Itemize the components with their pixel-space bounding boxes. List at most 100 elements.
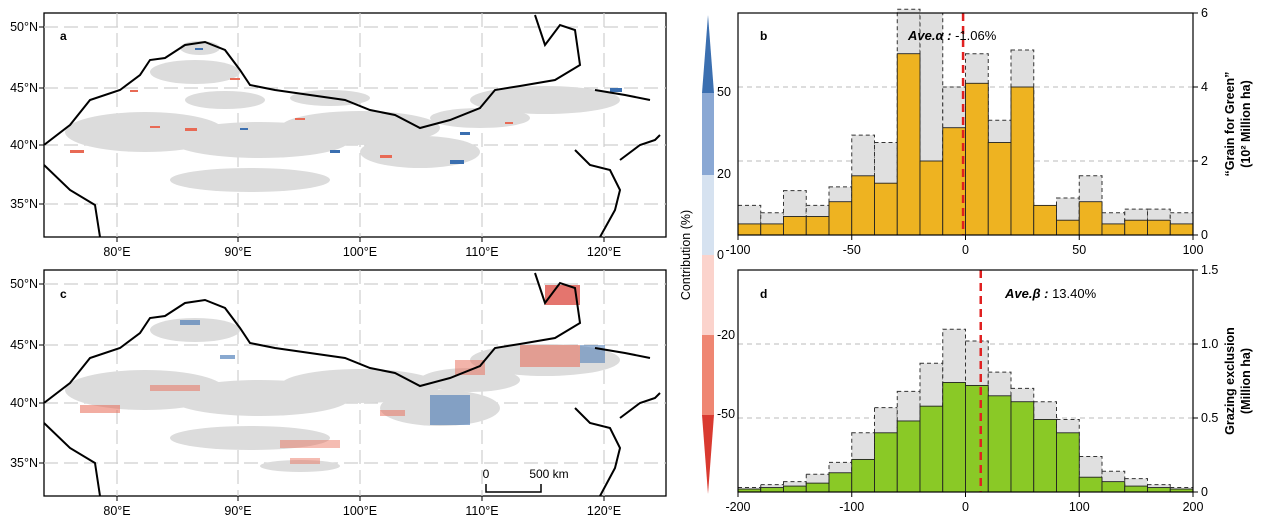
map-c-lon-tick: 90°E: [224, 504, 251, 518]
histogram-b-area-bar: [851, 175, 875, 236]
histogram-d-area-bar: [783, 485, 807, 493]
histogram-d-label: d: [760, 287, 767, 301]
colorbar: 50 20 0 -20 -50 Contribution (%): [679, 15, 735, 494]
map-c-lon-tick: 110°E: [465, 504, 498, 518]
colorbar-segment: [702, 415, 714, 494]
histogram-b-area-bar: [805, 216, 830, 236]
histogram-b-y-tick: 6: [1201, 6, 1208, 20]
map-a-label: a: [60, 29, 67, 43]
histogram-d-x-tick: -100: [839, 500, 864, 514]
histogram-b-x-tick: -50: [843, 243, 861, 257]
map-c-label: c: [60, 287, 67, 301]
map-c-lon-ticks: 80°E 90°E 100°E 110°E 120°E: [103, 496, 621, 518]
histogram-d-area-bar: [1033, 419, 1057, 493]
colorbar-tick: 0: [717, 248, 724, 262]
map-c-lon-tick: 100°E: [343, 504, 377, 518]
map-c-boundary: [44, 272, 661, 496]
histogram-d-area-bar: [1147, 487, 1171, 493]
histogram-d-x-tick: 0: [962, 500, 969, 514]
histogram-b-ylabel-2: (10² Million ha): [1239, 80, 1253, 168]
map-a-lat-ticks: 50°N 45°N 40°N 35°N: [10, 20, 44, 211]
histogram-d-bars: [737, 328, 1194, 493]
colorbar-tick: 20: [717, 167, 731, 181]
histogram-b-area-bar: [1033, 204, 1057, 236]
histogram-b-area-bar: [1010, 86, 1035, 236]
histogram-b-area-bar: [737, 223, 762, 236]
histogram-d-annotation-label: Ave.β :: [1004, 286, 1048, 301]
histogram-b-area-bar: [874, 182, 898, 236]
histogram-d-y-tick: 0: [1201, 485, 1208, 499]
histogram-d-area-bar: [919, 405, 944, 493]
histogram-b-area-bar: [1078, 201, 1103, 236]
histogram-b-x-ticks: -100 -50 0 50 100: [725, 235, 1203, 257]
histogram-d-area-bar: [1124, 485, 1148, 493]
histogram-d-y-tick: 0.5: [1201, 411, 1218, 425]
histogram-b-area-bar: [828, 201, 853, 236]
histogram-d-area-bar: [987, 395, 1012, 493]
histogram-b-bars: [737, 8, 1194, 236]
histogram-d-y-tick: 1.5: [1201, 263, 1218, 277]
histogram-b-area-bar: [1124, 219, 1148, 236]
histogram-b-x-tick: 50: [1072, 243, 1086, 257]
colorbar-label: Contribution (%): [679, 210, 693, 300]
histogram-b: -100 -50 0 50 100 0 2 4 6 b Ave.α : -1.0…: [725, 6, 1253, 257]
histogram-b-area-bar: [919, 160, 944, 236]
histogram-d-area-bar: [828, 472, 853, 493]
histogram-b-annotation: Ave.α : -1.06%: [907, 28, 997, 43]
histogram-d-y-ticks: 0 0.5 1.0 1.5: [1193, 263, 1218, 499]
map-a-lat-tick: 50°N: [10, 20, 38, 34]
map-a-lat-tick: 40°N: [10, 138, 38, 152]
map-a-vegetation-area: [65, 41, 620, 192]
histogram-b-annotation-label: Ave.α :: [907, 28, 951, 43]
histogram-d-y-tick: 1.0: [1201, 337, 1218, 351]
histogram-b-y-tick: 4: [1201, 80, 1208, 94]
histogram-d-area-bar: [1010, 401, 1035, 493]
histogram-b-area-bar: [965, 82, 989, 236]
histogram-d-area-bar: [805, 482, 830, 493]
histogram-b-label: b: [760, 29, 767, 43]
colorbar-tick: 50: [717, 85, 731, 99]
histogram-d: -200 -100 0 100 200 0 0.5 1.0 1.5 d Ave.…: [725, 263, 1253, 514]
histogram-d-x-ticks: -200 -100 0 100 200: [725, 492, 1203, 514]
map-a-boundary: [44, 14, 661, 237]
map-c-lat-tick: 50°N: [10, 277, 38, 291]
histogram-d-area-bar: [1056, 432, 1080, 493]
histogram-d-area-bar: [942, 382, 966, 493]
colorbar-tick: -50: [717, 407, 735, 421]
colorbar-tick: -20: [717, 328, 735, 342]
scalebar-end-label: 500 km: [529, 467, 568, 481]
histogram-b-y-tick: 2: [1201, 154, 1208, 168]
colorbar-segment: [702, 15, 714, 93]
histogram-d-x-tick: -200: [725, 500, 750, 514]
map-a-contribution-patches: [70, 48, 622, 164]
colorbar-segment: [702, 255, 714, 335]
histogram-d-ylabel-1: Grazing exclusion: [1223, 327, 1237, 435]
colorbar-segment: [702, 335, 714, 415]
map-c-lon-tick: 80°E: [103, 504, 130, 518]
histogram-b-y-ticks: 0 2 4 6: [1193, 6, 1208, 242]
scalebar-start-label: 0: [483, 467, 490, 481]
map-a-lat-tick: 35°N: [10, 197, 38, 211]
histogram-d-area-bar: [1078, 476, 1103, 493]
map-c-scalebar: 0 500 km: [483, 467, 569, 493]
map-a-lon-ticks: 80°E 90°E 100°E 110°E 120°E: [103, 237, 621, 259]
histogram-d-area-bar: [874, 432, 898, 493]
histogram-b-area-bar: [1169, 223, 1194, 236]
map-a: a 50°N 45°N 40°N 35°N 80°E 90°E 100°E 11…: [10, 12, 667, 259]
map-c-lon-tick: 120°E: [587, 504, 621, 518]
map-c: c 0 500 km 50°N 45°N 40°N 35°N 80°E 90°E…: [10, 269, 667, 518]
colorbar-segment: [702, 175, 714, 255]
map-c-lat-tick: 35°N: [10, 456, 38, 470]
map-a-lon-tick: 120°E: [587, 245, 621, 259]
histogram-b-area-bar: [987, 142, 1012, 236]
map-a-lat-tick: 45°N: [10, 81, 38, 95]
map-a-lon-tick: 110°E: [465, 245, 498, 259]
histogram-b-area-bar: [783, 216, 807, 236]
map-c-lat-tick: 40°N: [10, 396, 38, 410]
histogram-d-area-bar: [1101, 481, 1126, 493]
map-c-lat-tick: 45°N: [10, 338, 38, 352]
histogram-d-x-tick: 100: [1069, 500, 1090, 514]
histogram-b-area-bar: [1056, 219, 1080, 236]
histogram-b-x-tick: 100: [1183, 243, 1204, 257]
